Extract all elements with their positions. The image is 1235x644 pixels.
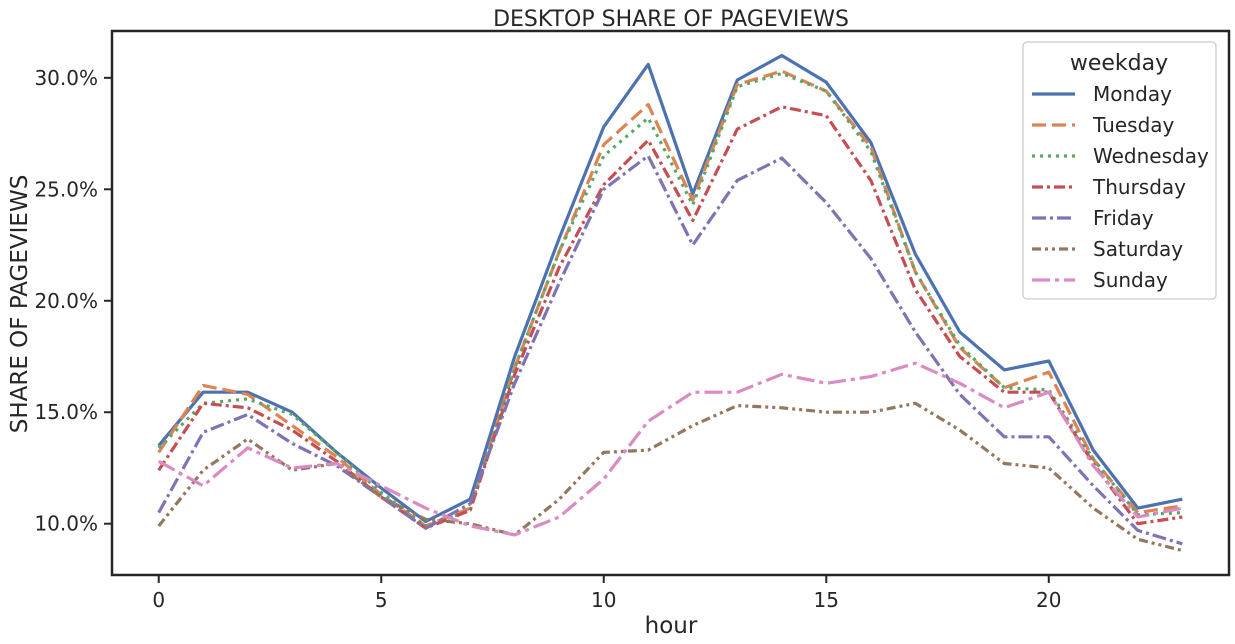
- legend: weekday Monday Tuesday Wednesday Thursday Fr…: [1022, 41, 1217, 300]
- legend-box: [1022, 41, 1217, 300]
- legend-label-wednesday: Wednesday: [1093, 144, 1209, 168]
- series-line-monday: [157, 53, 1183, 524]
- y-tick-label: 15.0%: [34, 400, 98, 424]
- legend-title: weekday: [1070, 51, 1168, 76]
- x-axis: 0 5 10 15 20: [152, 575, 1061, 612]
- x-tick-label: 20: [1036, 588, 1061, 612]
- series-line-sunday: [157, 361, 1183, 537]
- series-line-thursday: [157, 105, 1183, 530]
- chart-title: DESKTOP SHARE OF PAGEVIEWS: [493, 7, 849, 32]
- series-line-wednesday: [157, 71, 1183, 528]
- legend-label-sunday: Sunday: [1093, 268, 1168, 292]
- x-tick-label: 15: [814, 588, 839, 612]
- x-tick-label: 0: [152, 588, 165, 612]
- plot-frame: [110, 29, 1231, 577]
- y-axis: 10.0% 15.0% 20.0% 25.0% 30.0%: [34, 66, 112, 536]
- y-tick-label: 10.0%: [34, 512, 98, 536]
- x-tick-label: 10: [591, 588, 616, 612]
- legend-items: Monday Tuesday Wednesday Thursday Friday Satu…: [1032, 82, 1209, 292]
- series-line-saturday: [157, 401, 1183, 553]
- y-axis-label: SHARE OF PAGEVIEWS: [7, 175, 33, 434]
- series-line-friday: [157, 154, 1183, 546]
- legend-label-monday: Monday: [1093, 82, 1172, 106]
- y-tick-label: 25.0%: [34, 177, 98, 201]
- series-layer: [157, 53, 1183, 553]
- x-axis-label: hour: [645, 613, 698, 639]
- series-line-tuesday: [157, 69, 1183, 528]
- legend-label-tuesday: Tuesday: [1092, 113, 1175, 137]
- x-tick-label: 5: [375, 588, 388, 612]
- legend-label-thursday: Thursday: [1092, 175, 1186, 199]
- legend-label-friday: Friday: [1093, 206, 1154, 230]
- legend-label-saturday: Saturday: [1093, 237, 1183, 261]
- y-tick-label: 30.0%: [34, 66, 98, 90]
- y-tick-label: 20.0%: [34, 289, 98, 313]
